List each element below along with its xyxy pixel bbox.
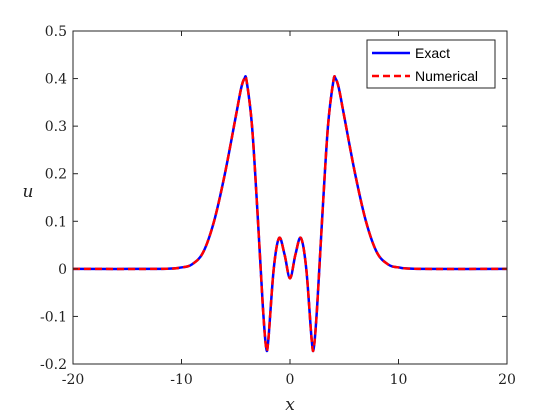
x-tick-label: 10 (390, 372, 408, 388)
legend-label-exact: Exact (415, 45, 450, 61)
y-tick-label: 0.3 (45, 119, 67, 135)
legend-box (366, 39, 496, 89)
y-tick-label: -0.1 (40, 309, 67, 325)
y-tick-label: 0.2 (45, 167, 67, 183)
ticks-layer: -20 -10 0 10 20 -0.2 -0.1 0 0.1 0.2 0.3 0.4 0.5 (40, 24, 516, 388)
y-tick-label: 0.1 (45, 214, 67, 230)
y-tick-label: 0 (58, 262, 67, 278)
x-axis-label: x (285, 395, 295, 415)
x-tick-label: 0 (286, 372, 295, 388)
y-tick-label: 0.5 (45, 24, 67, 40)
series-line-numerical (73, 75, 507, 353)
x-tick-label: 20 (498, 372, 516, 388)
y-axis-label: u (23, 182, 34, 202)
x-tick-label: -10 (170, 372, 193, 388)
y-tick-label: -0.2 (40, 357, 67, 373)
y-tick-label: 0.4 (45, 72, 67, 88)
series-layer (73, 75, 507, 353)
x-tick-label: -20 (62, 372, 85, 388)
legend: Exact Numerical (366, 39, 496, 89)
legend-label-numerical: Numerical (415, 68, 478, 84)
